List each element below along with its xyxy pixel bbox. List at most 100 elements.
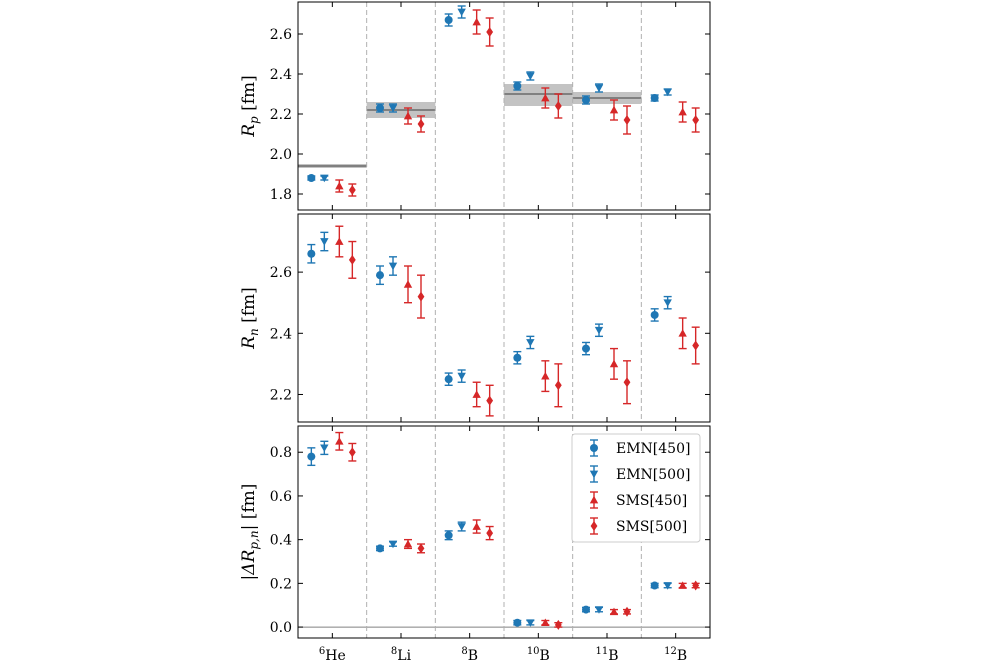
data-point (307, 452, 316, 461)
data-point (472, 522, 481, 530)
x-tick-label: 10B (527, 646, 550, 664)
data-point (417, 543, 425, 554)
y-axis-label: Rp [fm] (239, 75, 261, 138)
data-point (663, 582, 672, 590)
data-point (444, 375, 453, 384)
data-point (609, 105, 619, 114)
y-tick-label: 2.4 (270, 67, 292, 83)
y-tick-label: 2.2 (270, 387, 292, 403)
data-point (609, 607, 619, 616)
panel-1: 1.8 2.0 2.2 2.4 2.6 Rp [fm] (239, 1, 711, 211)
data-point (388, 262, 398, 271)
legend-label: EMN[500] (616, 467, 690, 483)
legend-box (571, 433, 701, 543)
panel-3: 0.0 0.2 0.4 0.6 0.8 |ΔRp,n| [fm] 6He 8Li 8B 10B 11… (239, 425, 711, 664)
x-tick-label: 6He (319, 646, 346, 664)
data-point (513, 618, 522, 627)
data-point (678, 581, 687, 589)
data-point (594, 606, 604, 614)
legend: EMN[450] EMN[500] SMS[450] SMS[500] (571, 433, 701, 543)
data-point (678, 107, 687, 116)
data-point (623, 377, 631, 388)
y-tick-label: 0.0 (270, 620, 292, 636)
data-point (513, 82, 522, 90)
data-point (650, 581, 659, 590)
data-point (376, 544, 384, 553)
data-point (403, 280, 413, 288)
panel-2: 2.2 2.4 2.6 Rn [fm] (239, 213, 711, 423)
data-point (403, 111, 413, 120)
data-point (457, 523, 466, 531)
data-point (486, 27, 494, 37)
data-point (554, 101, 562, 111)
data-point (594, 84, 604, 93)
data-point (472, 390, 481, 398)
y-tick-label: 2.6 (270, 27, 292, 43)
data-point (541, 93, 550, 102)
data-point (320, 174, 329, 183)
data-point (307, 174, 316, 182)
legend-marker (589, 470, 599, 479)
plot-frame (297, 1, 711, 211)
x-tick-label: 11B (595, 646, 618, 664)
y-tick-label: 0.8 (270, 445, 292, 461)
data-point (320, 444, 329, 453)
data-point (692, 580, 700, 591)
data-point (388, 540, 398, 549)
data-point (594, 326, 604, 335)
data-point (623, 115, 631, 125)
data-point (403, 539, 413, 548)
data-point (376, 104, 384, 112)
legend-label: SMS[500] (616, 519, 687, 535)
data-point (486, 395, 494, 406)
y-tick-label: 0.4 (270, 533, 292, 549)
x-tick-label: 12B (664, 646, 687, 664)
legend-marker (589, 495, 599, 504)
data-point (335, 181, 344, 190)
legend-marker (590, 444, 598, 452)
data-point (307, 249, 316, 258)
data-point (663, 88, 672, 97)
x-tick-label: 8B (461, 646, 478, 664)
plot-frame (297, 213, 711, 423)
data-point (320, 238, 329, 246)
y-tick-label: 1.8 (270, 187, 292, 203)
data-point (417, 119, 425, 129)
data-point (335, 237, 344, 245)
y-tick-label: 2.2 (270, 107, 292, 123)
data-point (650, 94, 659, 102)
data-point (486, 528, 494, 539)
data-point (348, 254, 356, 265)
data-point (541, 371, 550, 380)
data-point (348, 447, 356, 458)
y-tick-label: 0.6 (270, 489, 292, 505)
data-point (582, 96, 590, 104)
data-point (457, 8, 466, 17)
data-point (663, 299, 672, 307)
data-point (348, 185, 356, 195)
data-point (457, 372, 466, 381)
legend-label: SMS[450] (616, 493, 687, 509)
data-point (526, 619, 535, 627)
data-point (692, 115, 700, 125)
data-point (623, 606, 631, 617)
data-point (678, 329, 687, 337)
data-point (444, 16, 453, 24)
data-point (609, 359, 619, 368)
data-point (417, 291, 425, 302)
data-point (582, 344, 590, 353)
y-axis-label: |ΔRp,n| [fm] (239, 484, 261, 581)
data-point (692, 340, 700, 351)
data-point (554, 380, 562, 391)
data-point (541, 618, 550, 627)
data-point (388, 104, 398, 113)
y-tick-label: 2.0 (270, 147, 292, 163)
data-point (513, 353, 522, 362)
plot-frame (297, 425, 711, 639)
y-tick-label: 2.6 (270, 265, 292, 281)
data-point (582, 605, 590, 614)
legend-marker (590, 521, 598, 531)
y-tick-label: 0.2 (270, 576, 292, 592)
data-point (526, 339, 535, 347)
